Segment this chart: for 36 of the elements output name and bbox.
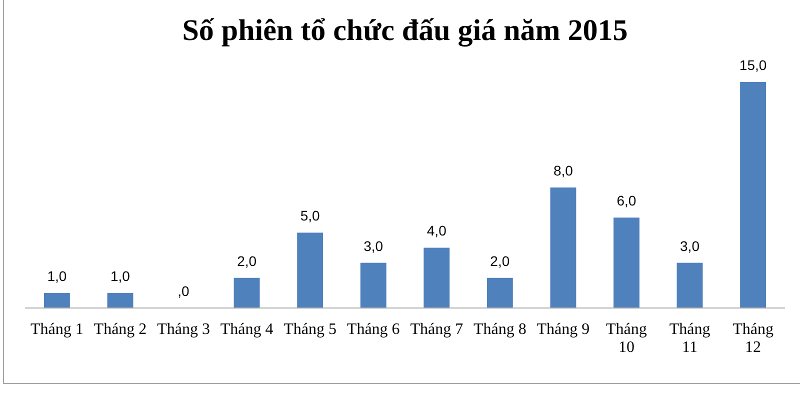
bar [676,262,703,308]
bar [234,278,260,308]
data-label: 8,0 [553,162,574,178]
bar [740,82,766,308]
bar [44,292,70,308]
x-tick-label: Tháng 3 [157,321,210,338]
bar [107,292,134,308]
data-label: 3,0 [364,238,384,254]
x-tick-label: Tháng 6 [346,321,400,338]
bar [360,262,386,308]
x-tick-label: Tháng 5 [284,321,337,338]
data-label: 1,0 [110,268,130,284]
data-label: 2,0 [237,252,257,269]
data-label: 15,0 [739,57,767,73]
bar [424,248,450,308]
data-label: 2,0 [490,252,510,269]
x-tick-label: Tháng 9 [536,321,590,338]
data-label: 4,0 [426,222,447,239]
x-tick-label: Tháng 7 [410,321,464,338]
data-label: 3,0 [680,238,700,254]
x-tick-label: Tháng 2 [94,321,147,338]
bar [614,218,640,308]
bar [550,187,576,308]
data-label: ,0 [178,283,190,299]
x-tick-label: Tháng 8 [473,321,526,338]
x-tick-label: Tháng 1 [30,321,84,338]
x-tick-label: Tháng 11 [669,321,710,356]
x-tick-label: Tháng 4 [220,321,274,338]
x-tick-label: Tháng 12 [732,321,774,356]
data-label: 1,0 [47,268,67,284]
chart-title: Số phiên tổ chức đấu giá năm 2015 [182,14,628,47]
data-label: 5,0 [300,208,320,224]
data-label: 6,0 [616,192,636,209]
bar [486,278,513,308]
bar [297,232,324,308]
x-tick-label: Tháng 10 [606,321,647,356]
